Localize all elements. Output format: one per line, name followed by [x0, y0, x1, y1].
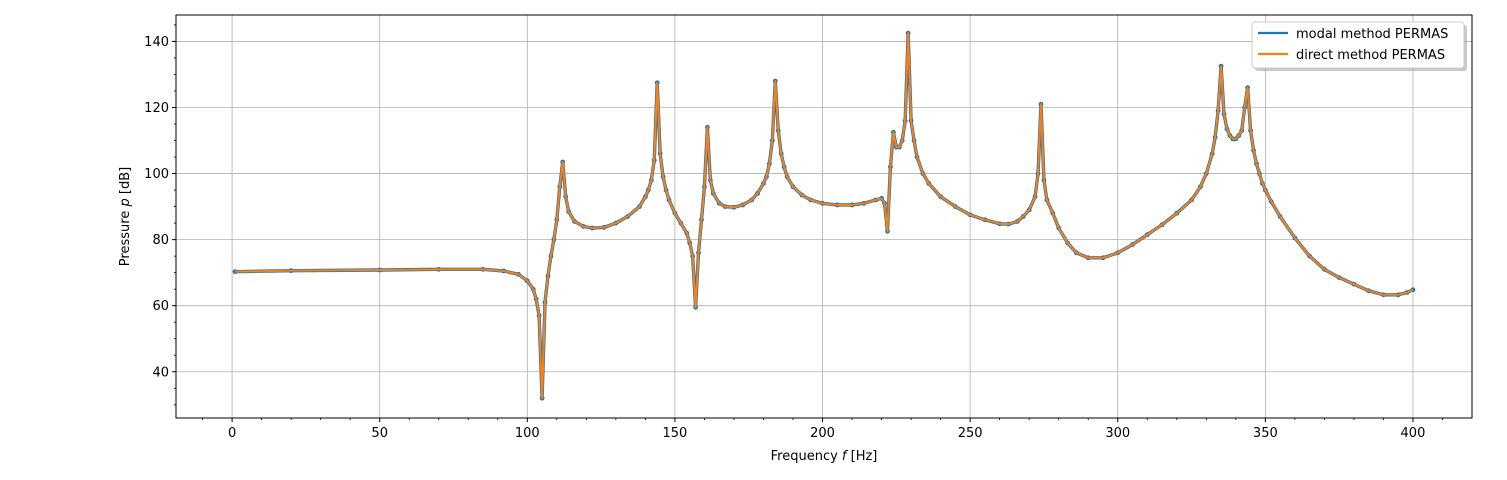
x-tick-label: 250: [958, 426, 983, 441]
y-tick-label: 140: [144, 35, 169, 50]
direct-method-line: [235, 32, 1414, 400]
y-tick-label: 40: [152, 365, 169, 380]
y-tick-label: 100: [144, 167, 169, 182]
y-axis-label: Pressure p [dB]: [118, 167, 133, 266]
plot-series: [232, 30, 1416, 401]
legend-entry-modal: modal method PERMAS: [1296, 27, 1448, 42]
grid: [176, 15, 1472, 418]
x-tick-label: 100: [515, 426, 540, 441]
x-tick-label: 400: [1401, 426, 1426, 441]
y-tick-label: 60: [152, 299, 169, 314]
y-tick-label: 120: [144, 101, 169, 116]
legend-box: [1251, 21, 1465, 69]
x-tick-label: 200: [810, 426, 835, 441]
x-axis-label: Frequency f [Hz]: [771, 449, 878, 464]
x-tick-label: 150: [663, 426, 688, 441]
x-tick-label: 300: [1105, 426, 1130, 441]
x-tick-label: 50: [371, 426, 388, 441]
x-tick-label: 0: [228, 426, 236, 441]
x-tick-label: 350: [1253, 426, 1278, 441]
plot-frame: [175, 14, 1473, 419]
y-tick-label: 80: [152, 233, 169, 248]
legend-entry-direct: direct method PERMAS: [1296, 48, 1445, 63]
axis-ticks: 0 50 100 150 200 250 300 350 400 40 60 80 100 120 140: [144, 24, 1443, 441]
legend: modal method PERMAS direct method PERMAS: [1251, 21, 1467, 71]
